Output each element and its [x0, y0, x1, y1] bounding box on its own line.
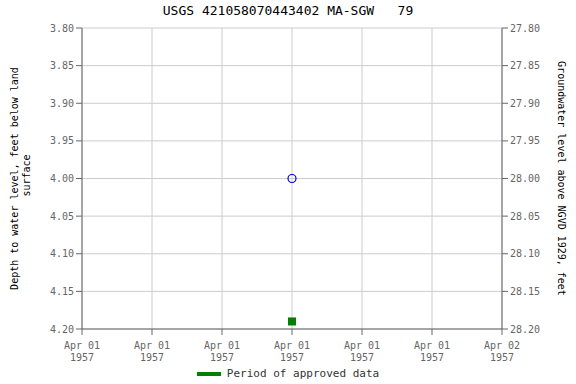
svg-text:Apr 011957: Apr 011957: [414, 340, 450, 363]
svg-text:Apr 011957: Apr 011957: [204, 340, 240, 363]
svg-text:4.10: 4.10: [50, 248, 74, 259]
svg-text:Groundwater level above NGVD 1: Groundwater level above NGVD 1929, feet: [556, 61, 567, 296]
html-text:USGS 421058070443402 MA-SGW 79: USGS 421058070443402 MA-SGW 79: [162, 3, 414, 18]
svg-text:Depth to water level, feet bel: Depth to water level, feet below land su…: [9, 67, 32, 290]
svg-text:28.15: 28.15: [510, 286, 540, 297]
svg-text:Apr 011957: Apr 011957: [134, 340, 170, 363]
svg-text:27.90: 27.90: [510, 98, 540, 109]
svg-text:Apr 011957: Apr 011957: [64, 340, 100, 363]
svg-text:Apr 011957: Apr 011957: [274, 340, 310, 363]
svg-text:4.05: 4.05: [50, 211, 74, 222]
html-text:Period of approved data: Period of approved data: [226, 367, 380, 380]
svg-text:28.10: 28.10: [510, 248, 540, 259]
svg-text:4.15: 4.15: [50, 286, 74, 297]
svg-text:27.85: 27.85: [510, 60, 540, 71]
svg-text:27.80: 27.80: [510, 23, 540, 34]
svg-text:3.90: 3.90: [50, 98, 74, 109]
svg-text:4.20: 4.20: [50, 324, 74, 335]
svg-text:28.20: 28.20: [510, 324, 540, 335]
svg-text:28.05: 28.05: [510, 211, 540, 222]
svg-text:3.95: 3.95: [50, 135, 74, 146]
svg-text:27.95: 27.95: [510, 135, 540, 146]
svg-text:3.85: 3.85: [50, 60, 74, 71]
svg-text:3.80: 3.80: [50, 23, 74, 34]
svg-text:Apr 021957: Apr 021957: [484, 340, 520, 363]
svg-text:28.00: 28.00: [510, 173, 540, 184]
svg-text:4.00: 4.00: [50, 173, 74, 184]
svg-text:Apr 011957: Apr 011957: [344, 340, 380, 363]
